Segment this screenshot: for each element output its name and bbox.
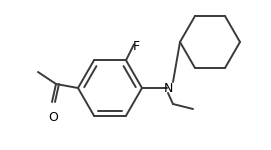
Text: N: N <box>163 81 173 94</box>
Text: F: F <box>133 40 140 53</box>
Text: O: O <box>48 111 58 124</box>
